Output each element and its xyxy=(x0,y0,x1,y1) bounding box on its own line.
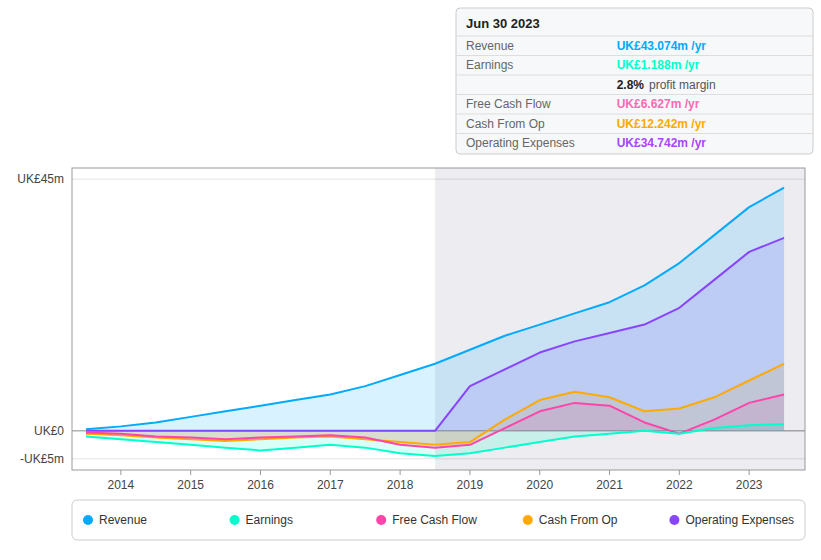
panel-separator xyxy=(456,133,813,134)
x-tick-label: 2023 xyxy=(736,478,763,492)
x-tick-label: 2014 xyxy=(108,478,135,492)
panel-separator xyxy=(456,94,813,95)
x-tick-label: 2021 xyxy=(596,478,623,492)
panel-row-value: UK£43.074m /yr xyxy=(617,39,707,53)
x-tick-label: 2017 xyxy=(317,478,344,492)
panel-row-label: Cash From Op xyxy=(466,117,545,131)
x-tick xyxy=(260,470,261,475)
panel-separator xyxy=(456,114,813,115)
panel-row-label: Operating Expenses xyxy=(466,136,575,150)
panel-row-suffix: profit margin xyxy=(649,78,716,92)
x-tick xyxy=(330,470,331,475)
panel-separator xyxy=(456,36,813,37)
panel-row-value: UK£6.627m /yr xyxy=(617,97,700,111)
panel-title: Jun 30 2023 xyxy=(466,16,540,31)
x-tick xyxy=(749,470,750,475)
y-tick-label: -UK£5m xyxy=(20,452,64,466)
panel-row-value: UK£12.242m /yr xyxy=(617,117,707,131)
x-tick xyxy=(469,470,470,475)
series-line xyxy=(86,238,784,431)
x-tick-label: 2020 xyxy=(526,478,553,492)
legend: Revenue Earnings Free Cash Flow Cash From O… xyxy=(72,500,805,540)
chart: -UK£5m UK£0 UK£45m 2014 2015 2016 2017 2018 2019… xyxy=(0,0,821,560)
legend-box xyxy=(72,500,805,540)
panel-row-value: 2.8% xyxy=(617,78,645,92)
series-line xyxy=(86,395,784,448)
legend-swatch xyxy=(230,515,240,525)
info-panel: Jun 30 2023 Revenue UK£43.074m /yr Earnings… xyxy=(456,8,813,154)
x-tick-label: 2019 xyxy=(457,478,484,492)
y-tick-label: UK£45m xyxy=(17,172,64,186)
panel-separator xyxy=(456,75,813,76)
panel-row-label: Earnings xyxy=(466,58,513,72)
panel-row-value: UK£34.742m /yr xyxy=(617,136,707,150)
legend-label: Free Cash Flow xyxy=(392,513,477,527)
plot-background xyxy=(72,168,805,470)
x-tick xyxy=(120,470,121,475)
x-tick-label: 2015 xyxy=(177,478,204,492)
x-tick xyxy=(190,470,191,475)
series-line xyxy=(86,188,784,430)
x-tick xyxy=(679,470,680,475)
legend-label: Earnings xyxy=(246,513,293,527)
y-tick-label: UK£0 xyxy=(34,424,64,438)
x-tick-label: 2018 xyxy=(387,478,414,492)
x-tick xyxy=(400,470,401,475)
panel-row-label: Revenue xyxy=(466,39,514,53)
panel-separator xyxy=(456,55,813,56)
x-tick-label: 2022 xyxy=(666,478,693,492)
x-tick xyxy=(539,470,540,475)
legend-label: Operating Expenses xyxy=(685,513,794,527)
x-tick-label: 2016 xyxy=(247,478,274,492)
legend-swatch xyxy=(669,515,679,525)
panel-row-label: Free Cash Flow xyxy=(466,97,551,111)
plot-frame xyxy=(72,168,805,470)
legend-swatch xyxy=(523,515,533,525)
legend-swatch xyxy=(376,515,386,525)
legend-swatch xyxy=(83,515,93,525)
x-tick xyxy=(609,470,610,475)
series-area xyxy=(86,188,784,431)
info-panel-box xyxy=(456,8,813,154)
panel-row-value: UK£1.188m /yr xyxy=(617,58,700,72)
marks xyxy=(86,168,805,470)
legend-label: Cash From Op xyxy=(539,513,618,527)
series-line xyxy=(86,424,784,456)
legend-label: Revenue xyxy=(99,513,147,527)
